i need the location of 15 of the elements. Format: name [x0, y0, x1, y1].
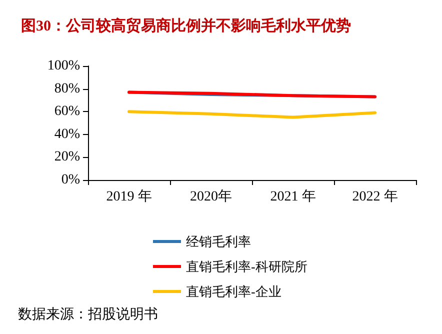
y-tick-label: 80% [54, 81, 80, 96]
legend-label: 直销毛利率-科研院所 [186, 259, 308, 274]
source-note: 数据来源：招股说明书 [18, 306, 158, 322]
y-tick-label: 20% [54, 150, 80, 165]
x-tick-label: 2021 年 [270, 188, 316, 204]
x-tick-label: 2022 年 [352, 188, 398, 204]
legend-label: 直销毛利率-企业 [186, 284, 282, 299]
y-tick-label: 60% [54, 104, 80, 120]
chart-title: 图30：公司较高贸易商比例并不影响毛利水平优势 [21, 16, 351, 34]
y-tick-label: 100% [47, 58, 80, 74]
y-tick-label: 0% [61, 172, 80, 188]
y-tick-label: 40% [54, 126, 80, 142]
legend-label: 经销毛利率 [186, 234, 251, 249]
x-tick-label: 2019 年 [106, 188, 152, 204]
x-tick-label: 2020年 [190, 188, 232, 204]
